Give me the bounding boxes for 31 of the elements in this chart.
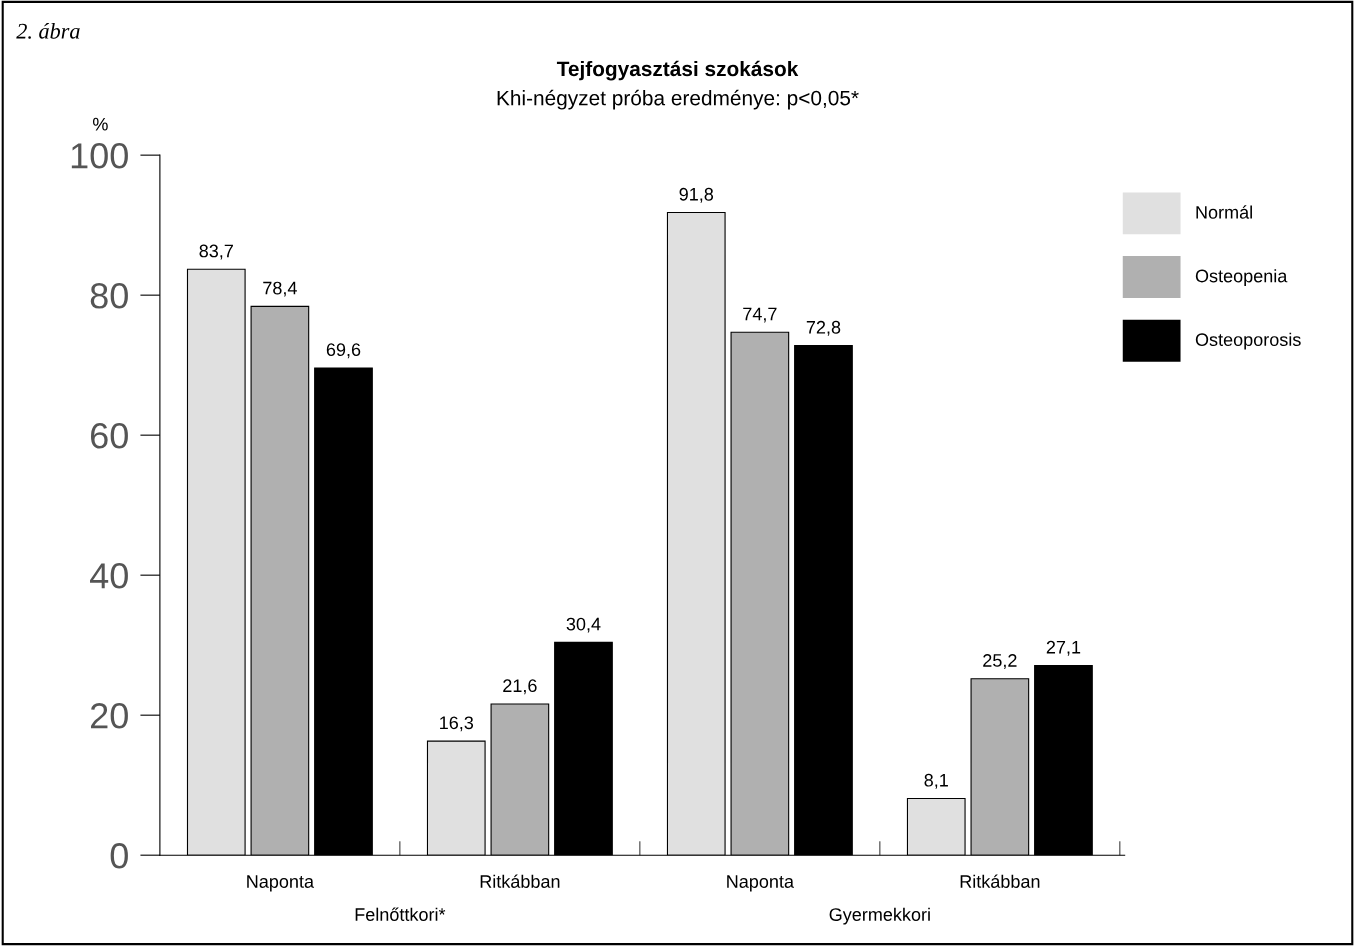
data-label: 83,7: [199, 244, 233, 260]
y-tick-label: 100: [71, 143, 128, 169]
x-tick-label: Ritkábban: [960, 874, 1040, 888]
data-label: 74,7: [743, 307, 777, 323]
x-tick-label: Naponta: [727, 875, 794, 892]
y-tick-label: 80: [90, 283, 128, 309]
x-tick-label: Naponta: [247, 875, 315, 892]
data-label: 91,8: [679, 187, 714, 203]
y-tick-label: 40: [90, 563, 128, 589]
data-label: 72,8: [806, 320, 841, 336]
y-tick-label: 0: [110, 843, 128, 869]
y-tick-label: 20: [90, 703, 128, 729]
data-label: 8,1: [924, 773, 948, 789]
y-axis-title: %: [93, 117, 108, 131]
data-label: 25,2: [983, 654, 1017, 669]
chart-subtitle: Khi-négyzet próba eredménye: p<0,05*: [497, 89, 859, 110]
text: 2. ábra: [16, 23, 80, 39]
legend-label: Osteoporosis: [1195, 332, 1301, 350]
data-label: 78,4: [263, 281, 297, 297]
data-label: 16,3: [440, 716, 474, 732]
y-tick-label: 60: [91, 423, 128, 449]
legend-label: Normál: [1196, 205, 1252, 219]
legend-label: Osteopenia: [1195, 269, 1288, 286]
text: Gyermekkori: [829, 907, 930, 925]
data-label: 27,1: [1046, 640, 1081, 656]
data-label: 69,6: [326, 343, 361, 359]
data-label: 21,6: [503, 679, 537, 695]
x-tick-label: Ritkábban: [480, 874, 560, 888]
text: Felnőttkori*: [355, 907, 446, 921]
chart-title: Tejfogyasztási szokások: [556, 60, 799, 81]
data-label: 30,4: [566, 617, 601, 633]
